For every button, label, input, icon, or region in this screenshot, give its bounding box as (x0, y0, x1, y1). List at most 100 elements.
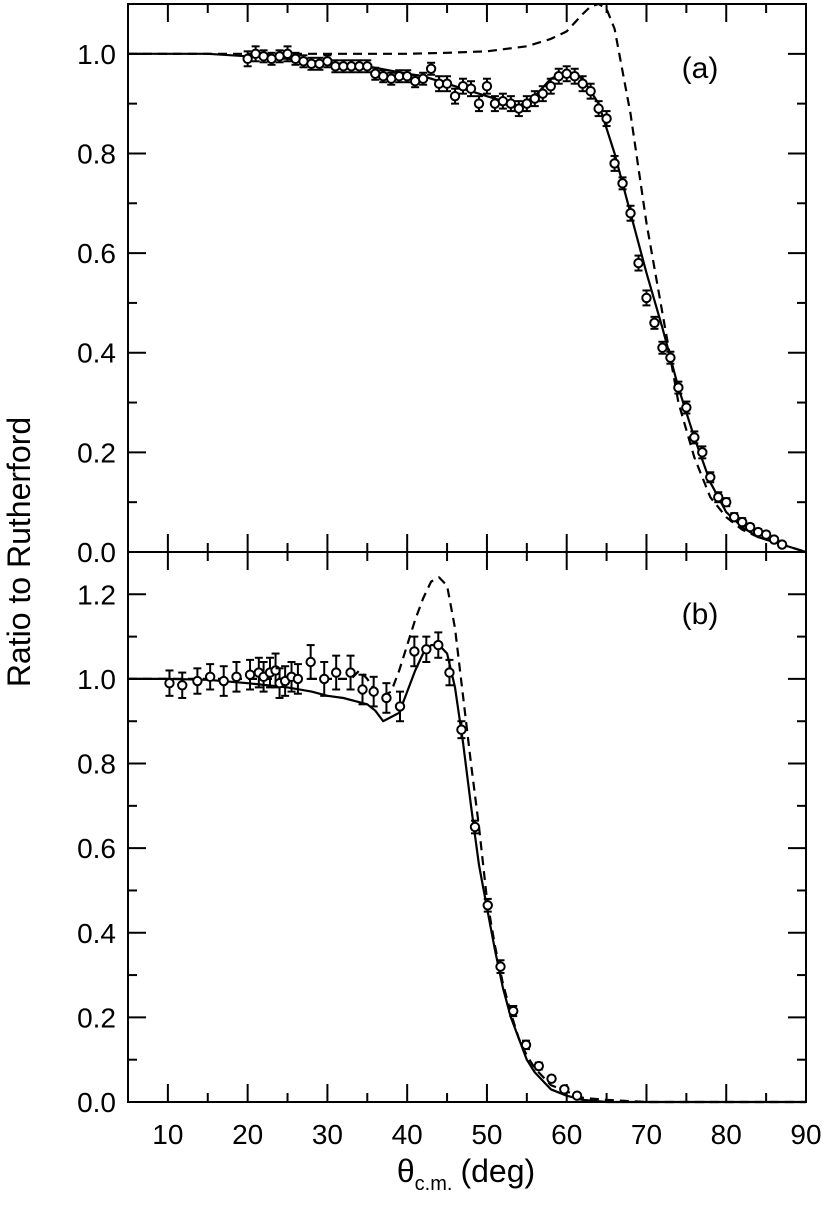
data-point (593, 103, 604, 114)
y-tick-label: 0.6 (77, 833, 116, 864)
y-tick-label: 0.0 (77, 1087, 116, 1118)
x-tick-label: 80 (711, 1119, 742, 1150)
data-point (559, 1084, 570, 1095)
x-tick-label: 10 (152, 1119, 183, 1150)
y-tick-label: 0.4 (77, 918, 116, 949)
dashed-curve (128, 2, 807, 554)
solid-curve (128, 52, 807, 554)
data-point (736, 516, 748, 528)
x-tick-label: 60 (551, 1119, 582, 1150)
y-tick-label: 1.0 (77, 39, 116, 70)
data-point (513, 103, 525, 114)
data-point (689, 432, 700, 443)
data-point (433, 639, 444, 651)
data-point (697, 447, 708, 458)
data-point (665, 352, 676, 363)
data-point (657, 342, 668, 353)
data-point (204, 671, 216, 683)
data-point (322, 56, 333, 67)
data-point (569, 71, 580, 82)
x-axis-title-symbol: θ (397, 1153, 415, 1189)
data-point (537, 88, 548, 99)
x-axis-title-subscript: c.m. (415, 1173, 453, 1195)
data-point (633, 257, 644, 269)
data-point (473, 98, 485, 109)
data-point (409, 646, 420, 657)
data-point (242, 53, 253, 64)
data-point (529, 93, 540, 104)
data-point (425, 63, 437, 74)
data-point (601, 113, 612, 124)
data-point (585, 85, 596, 97)
data-point (381, 692, 392, 704)
data-point (609, 158, 620, 169)
data-point (481, 81, 493, 92)
y-tick-label: 0.2 (77, 437, 116, 468)
y-tick-label: 0.0 (77, 537, 116, 568)
y-tick-label: 0.8 (77, 749, 116, 780)
data-point (617, 178, 628, 189)
data-point (533, 1060, 544, 1072)
data-point (218, 675, 229, 687)
data-point (744, 521, 756, 533)
x-axis-title-unit: (deg) (460, 1153, 535, 1189)
data-point (495, 961, 506, 972)
data-point (282, 48, 293, 60)
data-point (231, 671, 242, 683)
data-point (508, 1005, 519, 1017)
x-tick-label: 20 (232, 1119, 263, 1150)
data-point (713, 492, 724, 503)
data-point (421, 644, 432, 655)
data-point (721, 496, 732, 508)
data-point (776, 539, 788, 550)
plot-root: 0.0 0.2 0.4 0.6 0.8 1.0 (a) 0.0 0.2 0.4 0.6 0.8 1.0 1… (77, 2, 822, 1150)
data-point (649, 317, 660, 329)
data-point (362, 61, 373, 72)
x-tick-label: 50 (471, 1119, 502, 1150)
data-point (520, 1039, 532, 1051)
x-axis-title: θc.m. (deg) (397, 1153, 535, 1195)
x-tick-label: 90 (790, 1119, 821, 1150)
data-point (768, 534, 780, 545)
data-point (505, 98, 517, 109)
data-point (571, 1090, 583, 1101)
panel-b: 0.0 0.2 0.4 0.6 0.8 1.0 1.2 (b) (77, 551, 807, 1118)
x-tick-label: 70 (631, 1119, 662, 1150)
y-tick-label: 0.4 (77, 338, 116, 369)
data-point (441, 78, 453, 89)
solid-curve (128, 643, 806, 1104)
data-point (244, 669, 256, 680)
data-point (546, 1073, 557, 1084)
x-tick-label: 30 (312, 1119, 343, 1150)
y-tick-label: 1.0 (77, 664, 116, 695)
panel-label: (b) (682, 598, 719, 631)
panel-frame (127, 551, 807, 1103)
y-axis-title: Ratio to Rutherford (1, 417, 37, 687)
data-point (625, 208, 636, 219)
data-point (177, 680, 188, 691)
data-point (357, 684, 368, 695)
data-point (330, 667, 342, 678)
data-point (760, 529, 772, 540)
data-point (192, 675, 203, 687)
data-point (705, 472, 716, 483)
data-point (465, 83, 477, 94)
data-point (521, 98, 533, 109)
data-point (449, 90, 461, 102)
y-tick-label: 0.8 (77, 138, 116, 169)
data-point (729, 511, 740, 523)
data-point (417, 73, 429, 84)
data-point (394, 701, 406, 712)
data-point (164, 677, 175, 689)
data-point (641, 292, 652, 304)
panel-label: (a) (682, 52, 719, 85)
y-tick-label: 1.2 (77, 579, 116, 610)
panel-a: 0.0 0.2 0.4 0.6 0.8 1.0 (a) (77, 2, 807, 568)
data-point (673, 382, 684, 393)
data-point (345, 667, 356, 678)
data-point (681, 402, 692, 413)
data-point (292, 673, 304, 685)
data-point (482, 900, 493, 911)
dashed-curve (128, 576, 806, 1104)
